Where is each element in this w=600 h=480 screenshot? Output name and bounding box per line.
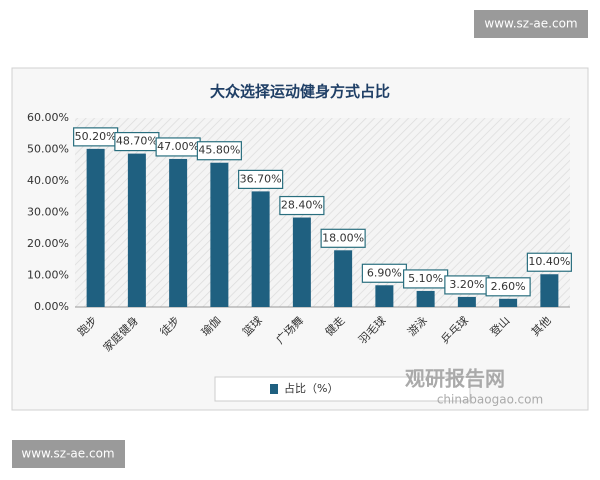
value-label: 5.10%: [408, 272, 443, 285]
value-label-box: [485, 277, 531, 297]
value-label: 6.90%: [367, 266, 402, 279]
y-tick-label: 20.00%: [27, 237, 69, 250]
bar: [251, 191, 270, 307]
watermark-brand: 观研报告网: [405, 367, 505, 391]
value-label: 2.60%: [491, 280, 526, 293]
y-tick-label: 50.00%: [27, 143, 69, 156]
watermark-box: [474, 10, 588, 38]
y-tick-label: 60.00%: [27, 111, 69, 124]
value-label: 3.20%: [449, 278, 484, 291]
value-label: 45.80%: [198, 144, 240, 157]
legend-label: 占比（%）: [284, 381, 338, 395]
value-label: 47.00%: [157, 140, 199, 153]
value-label: 36.70%: [240, 172, 282, 185]
value-label-box: [320, 228, 366, 248]
bar: [127, 153, 146, 307]
bar: [540, 274, 559, 307]
value-label: 28.40%: [281, 199, 323, 212]
bar: [169, 158, 188, 307]
bar: [457, 296, 476, 307]
bar: [86, 148, 105, 307]
value-label: 10.40%: [528, 255, 570, 268]
bar: [210, 162, 229, 307]
watermark-text: www.sz-ae.com: [21, 447, 114, 461]
y-tick-label: 0.00%: [34, 300, 69, 313]
watermark-text: www.sz-ae.com: [484, 17, 577, 31]
value-label-box: [279, 195, 325, 216]
value-label: 18.00%: [322, 231, 364, 244]
legend-swatch: [270, 384, 278, 394]
value-label: 50.20%: [75, 130, 117, 143]
value-label-box: [238, 169, 284, 189]
y-tick-label: 10.00%: [27, 269, 69, 282]
bar: [416, 290, 435, 307]
y-tick-label: 40.00%: [27, 174, 69, 187]
value-label-box: [196, 141, 242, 161]
value-label: 48.70%: [116, 135, 158, 148]
bar: [499, 298, 518, 307]
bar: [375, 285, 394, 307]
y-tick-label: 30.00%: [27, 206, 69, 219]
watermark-url: chinabaogao.com: [437, 393, 543, 407]
legend: [214, 376, 471, 402]
value-label-box: [526, 252, 572, 272]
watermark-box: [12, 440, 125, 468]
chart-title: 大众选择运动健身方式占比: [210, 83, 390, 101]
bar: [334, 250, 353, 307]
bar: [292, 217, 311, 307]
